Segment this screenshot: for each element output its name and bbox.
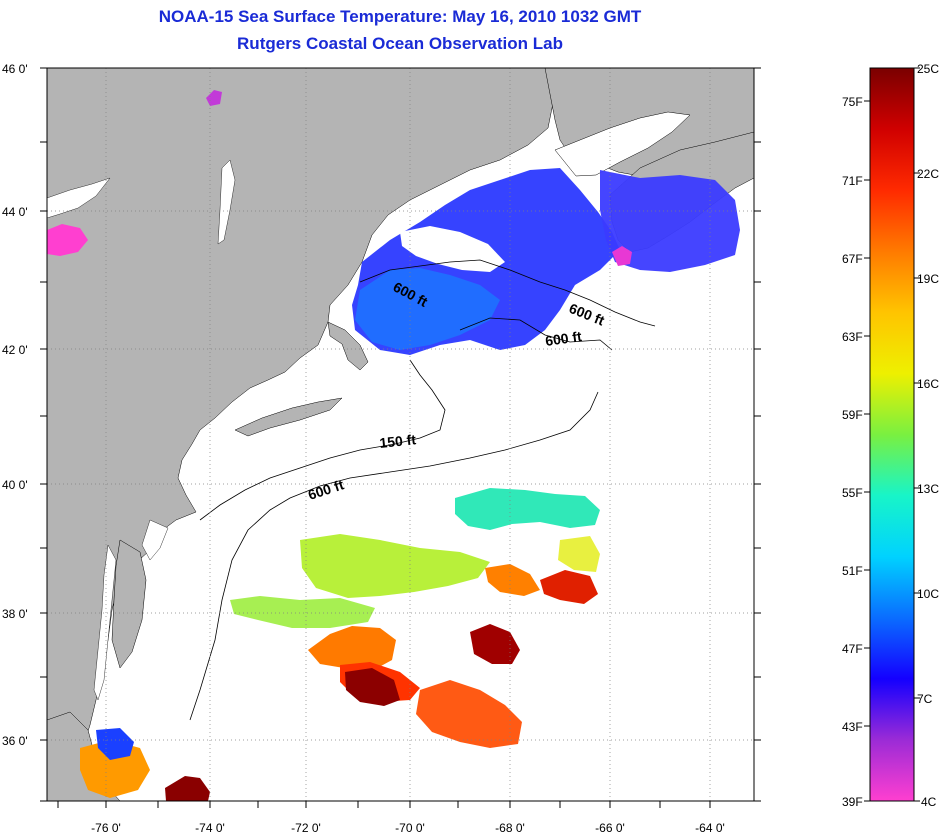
land-bay-of-fundy-water	[554, 111, 691, 177]
lon-label-66: -66 0'	[595, 821, 625, 835]
sst-multicolor-sw	[80, 740, 150, 798]
sst-orange-patch-ne	[485, 564, 540, 596]
sst-darkred-east	[470, 624, 520, 664]
lon-label-68: -68 0'	[495, 821, 525, 835]
land-delmarva	[111, 539, 147, 669]
sst-red-patch-ne	[540, 570, 598, 604]
cb-f-43: 43F	[842, 720, 863, 734]
sst-lake-ontario-magenta	[47, 224, 88, 256]
map-frame	[46, 67, 755, 802]
cb-f-47: 47F	[842, 642, 863, 656]
sst-blue-sw	[96, 728, 134, 760]
lat-label-40: 40 0'	[2, 478, 28, 492]
lon-label-74: -74 0'	[195, 821, 225, 835]
map-area[interactable]: 600 ft 600 ft 600 ft 150 ft 600 ft	[47, 68, 754, 801]
sst-yellowgreen-west	[230, 596, 375, 628]
lat-label-38: 38 0'	[2, 607, 28, 621]
contour-label-150ft: 150 ft	[379, 431, 417, 451]
cb-f-59: 59F	[842, 408, 863, 422]
map-title: NOAA-15 Sea Surface Temperature: May 16,…	[158, 7, 642, 26]
lat-labels: 46 0' 44 0' 42 0' 40 0' 38 0' 36 0'	[2, 62, 28, 748]
cb-f-67: 67F	[842, 252, 863, 266]
lon-label-70: -70 0'	[395, 821, 425, 835]
sst-yellowgreen-central	[300, 534, 490, 598]
cb-c-4: 4C	[921, 795, 937, 809]
sst-darkred-ring	[345, 668, 400, 706]
lon-label-72: -72 0'	[291, 821, 321, 835]
cb-f-51: 51F	[842, 564, 863, 578]
sst-scotian-shelf	[600, 170, 740, 272]
lon-labels: -76 0' -74 0' -72 0' -70 0' -68 0' -66 0…	[91, 821, 725, 835]
sst-orange-ring	[308, 626, 396, 672]
lat-label-44: 44 0'	[2, 205, 28, 219]
sst-orange-east	[416, 680, 522, 748]
contour-label-600ft-georges: 600 ft	[544, 328, 583, 349]
cb-c-13: 13C	[917, 482, 939, 496]
water-chesapeake	[93, 544, 117, 701]
axis-ticks	[40, 67, 761, 808]
lat-label-46: 46 0'	[2, 62, 28, 76]
colorbar-gradient	[869, 67, 915, 802]
contour-600ft-gulf	[359, 259, 656, 327]
land-cape-cod	[327, 321, 369, 371]
cb-f-63: 63F	[842, 330, 863, 344]
sst-gulf-whitecloud	[400, 226, 505, 272]
cb-c-19: 19C	[917, 272, 939, 286]
cb-c-22: 22C	[917, 167, 939, 181]
cb-c-16: 16C	[917, 377, 939, 391]
cb-f-39: 39F	[842, 795, 863, 809]
water-delaware-bay	[141, 519, 169, 561]
cb-f-55: 55F	[842, 486, 863, 500]
colorbar: 75F 71F 67F 63F 59F 55F 51F 47F 43F 39F …	[842, 62, 939, 809]
contour-600ft-georges	[459, 317, 613, 351]
sst-small-purple	[206, 90, 222, 106]
lake-champlain	[217, 159, 236, 245]
land-long-island	[234, 397, 343, 437]
lake-ontario-edge	[47, 177, 111, 219]
cb-f-75: 75F	[842, 95, 863, 109]
lon-label-76: -76 0'	[91, 821, 121, 835]
sst-gulf-of-maine-light	[355, 268, 500, 350]
sst-darkred-south	[165, 776, 210, 801]
lon-label-64: -64 0'	[695, 821, 725, 835]
lat-label-42: 42 0'	[2, 343, 28, 357]
contour-150ft	[199, 359, 446, 521]
contour-600ft-shelf	[189, 391, 599, 721]
cb-c-25: 25C	[917, 62, 939, 76]
sst-yellow-east	[558, 536, 600, 572]
lat-label-36: 36 0'	[2, 734, 28, 748]
cb-c-7: 7C	[917, 692, 933, 706]
sst-magenta-spot-nova-scotia	[612, 246, 632, 266]
cb-f-71: 71F	[842, 174, 863, 188]
map-subtitle: Rutgers Coastal Ocean Observation Lab	[237, 34, 563, 53]
sst-green-patch-north	[455, 488, 600, 530]
cb-c-10: 10C	[917, 587, 939, 601]
